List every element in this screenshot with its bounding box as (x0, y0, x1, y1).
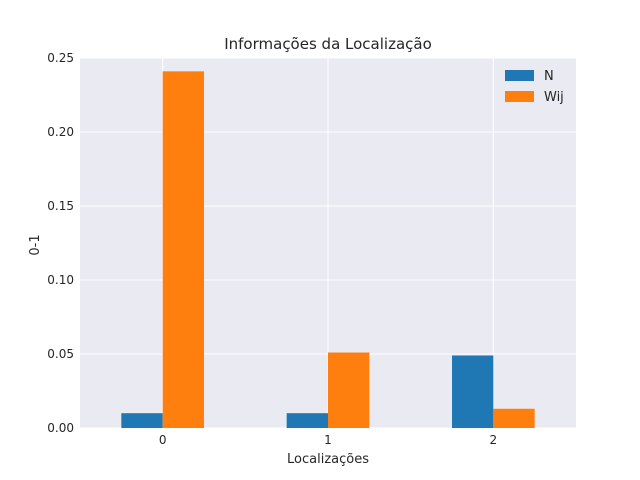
bar-N-0 (121, 413, 163, 428)
y-axis-label: 0-1 (28, 234, 43, 255)
y-tick-label: 0.15 (47, 199, 74, 213)
legend-swatch-N (505, 70, 534, 81)
bar-N-1 (286, 413, 328, 428)
x-tick-label: 2 (490, 433, 498, 447)
y-axis-ticks: 0.00 0.05 0.10 0.15 0.20 0.25 (47, 51, 74, 435)
x-tick-label: 1 (324, 433, 332, 447)
bar-Wij-2 (493, 408, 535, 428)
x-axis-ticks: 0 1 2 (159, 433, 497, 447)
legend-swatch-Wij (505, 91, 534, 102)
x-tick-label: 0 (159, 433, 167, 447)
y-tick-label: 0.20 (47, 125, 74, 139)
bar-Wij-1 (328, 352, 370, 428)
y-tick-label: 0.25 (47, 51, 74, 65)
legend-label-N: N (544, 69, 554, 84)
bar-N-2 (452, 355, 494, 428)
y-tick-label: 0.10 (47, 273, 74, 287)
legend: N Wij (505, 69, 564, 105)
y-tick-label: 0.00 (47, 421, 74, 435)
y-tick-label: 0.05 (47, 347, 74, 361)
legend-label-Wij: Wij (544, 90, 564, 105)
bars (121, 71, 535, 428)
chart-title: Informações da Localização (224, 35, 432, 53)
bar-Wij-0 (162, 71, 204, 428)
x-axis-label: Localizações (287, 452, 369, 467)
